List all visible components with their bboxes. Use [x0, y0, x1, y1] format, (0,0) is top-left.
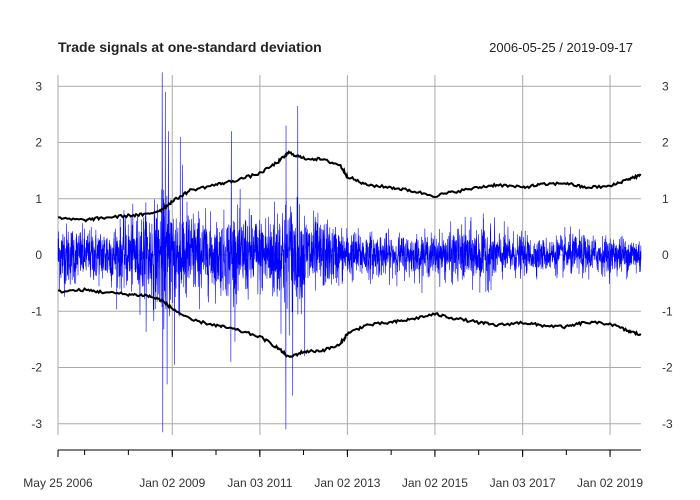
lower-band-line	[57, 287, 642, 358]
x-tick-label-0: May 25 2006	[23, 476, 93, 490]
x-tick-label-2: Jan 03 2011	[227, 476, 292, 490]
x-axis: May 25 2006 Jan 02 2009 Jan 03 2011 Jan 02 …	[23, 449, 643, 490]
y-axis-right: -3 -2 -1 0 1 2 3	[662, 79, 673, 431]
y-tick-right-3: 3	[662, 79, 669, 93]
y-tick-right--1: -1	[662, 304, 673, 318]
y-tick-left-3: 3	[35, 79, 42, 93]
x-tick-label-1: Jan 02 2009	[139, 476, 205, 490]
x-tick-label-6: Jan 02 2019	[577, 476, 643, 490]
band-series	[57, 150, 642, 358]
date-range-label: 2006-05-25 / 2019-09-17	[489, 40, 633, 55]
y-tick-right-2: 2	[662, 136, 669, 150]
y-tick-right-1: 1	[662, 192, 669, 206]
y-tick-left--1: -1	[31, 304, 42, 318]
x-tick-label-3: Jan 02 2013	[314, 476, 380, 490]
y-tick-left--3: -3	[31, 417, 42, 431]
signal-series	[57, 72, 642, 433]
y-tick-left-0: 0	[35, 248, 42, 262]
signal-line	[57, 72, 642, 433]
y-tick-right--3: -3	[662, 417, 673, 431]
y-tick-left-2: 2	[35, 136, 42, 150]
upper-band-line	[57, 150, 642, 223]
chart-title: Trade signals at one-standard deviation	[58, 39, 322, 55]
x-tick-label-4: Jan 02 2015	[402, 476, 468, 490]
x-tick-label-5: Jan 03 2017	[490, 476, 556, 490]
y-tick-right--2: -2	[662, 361, 673, 375]
y-tick-left--2: -2	[31, 361, 42, 375]
y-tick-right-0: 0	[662, 248, 669, 262]
y-axis-left: -3 -2 -1 0 1 2 3	[31, 79, 42, 431]
y-tick-left-1: 1	[35, 192, 42, 206]
